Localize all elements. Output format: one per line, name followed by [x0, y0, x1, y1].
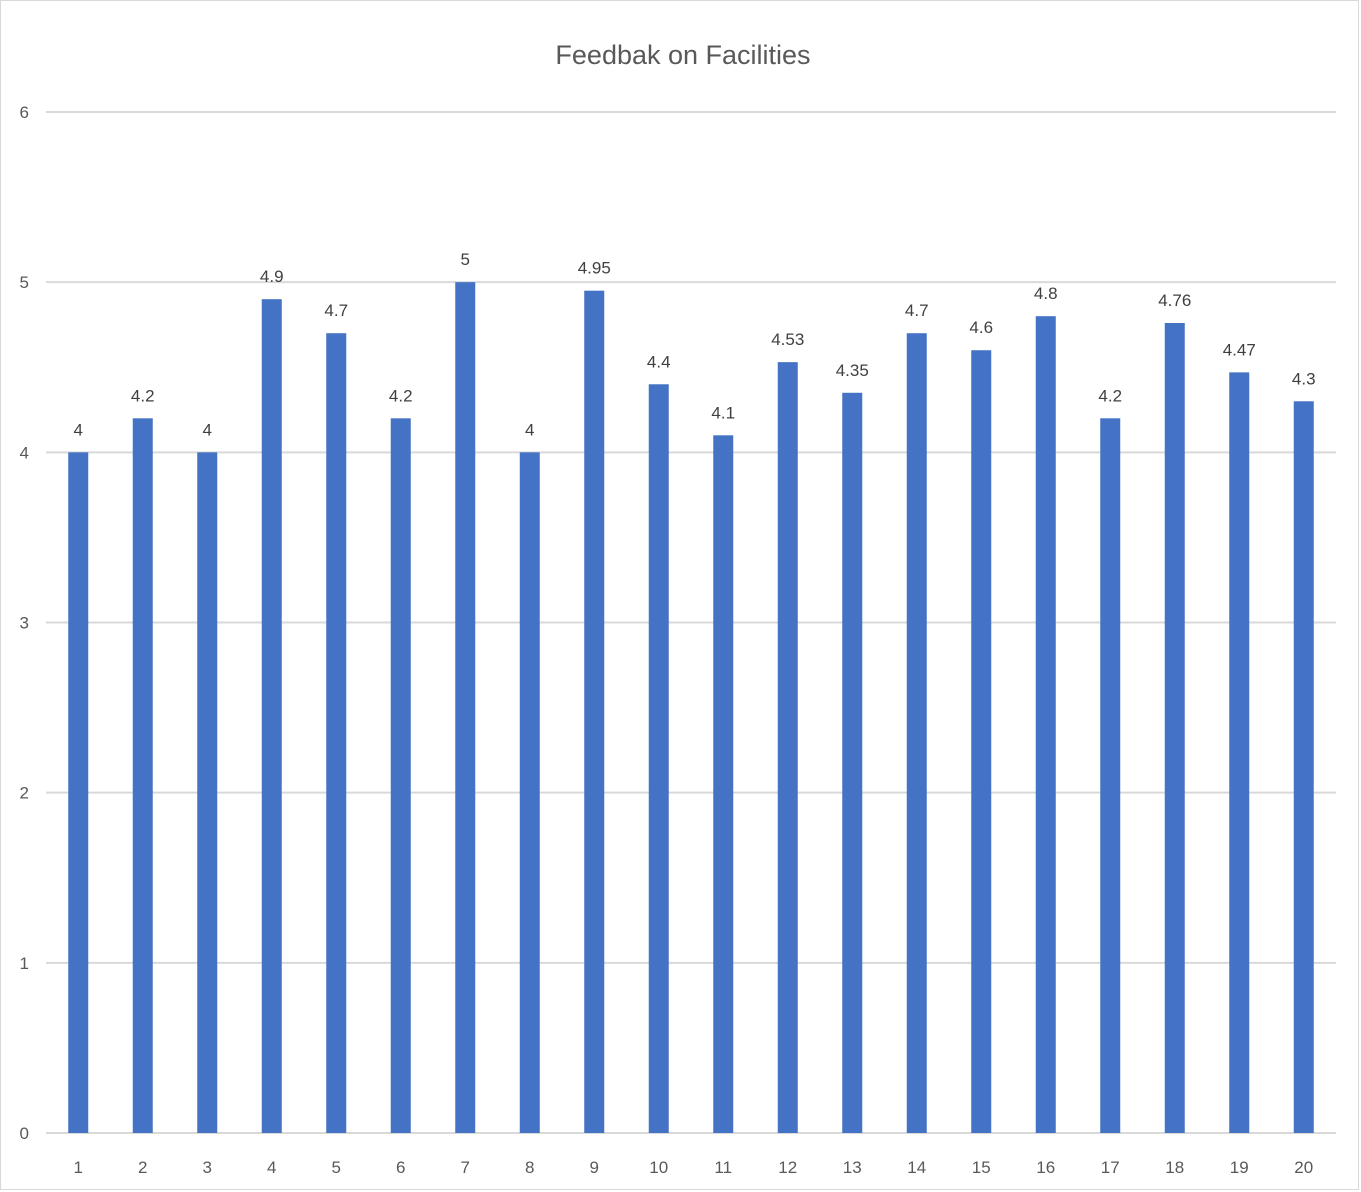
data-label: 4.7 [324, 301, 348, 320]
x-tick-label: 13 [843, 1158, 862, 1177]
chart-title: Feedbak on Facilities [555, 40, 810, 70]
bar [326, 333, 347, 1133]
data-label: 4.2 [131, 386, 155, 405]
data-label: 4.8 [1034, 284, 1058, 303]
bar [1293, 401, 1314, 1133]
bar [1164, 323, 1185, 1133]
bar [777, 362, 798, 1133]
x-tick-label: 7 [461, 1158, 470, 1177]
x-axis-ticks: 1 2 3 4 5 6 7 8 9 10 11 12 13 14 15 16 17 18 19 20 [74, 1158, 1314, 1177]
x-tick-label: 9 [590, 1158, 599, 1177]
x-tick-label: 8 [525, 1158, 534, 1177]
bar [68, 452, 89, 1133]
data-label: 4.76 [1158, 291, 1191, 310]
data-label: 4.2 [389, 386, 413, 405]
y-tick-label: 1 [20, 954, 29, 973]
x-tick-label: 15 [972, 1158, 991, 1177]
x-tick-label: 5 [332, 1158, 341, 1177]
x-tick-label: 2 [138, 1158, 147, 1177]
bar [390, 418, 411, 1133]
bar [1100, 418, 1121, 1133]
bar [842, 392, 863, 1133]
bar [648, 384, 669, 1133]
data-label: 4 [74, 420, 83, 439]
bars [68, 282, 1314, 1134]
x-tick-label: 6 [396, 1158, 405, 1177]
bar [1035, 316, 1056, 1133]
x-tick-label: 19 [1230, 1158, 1249, 1177]
y-tick-label: 2 [20, 784, 29, 803]
x-tick-label: 18 [1165, 1158, 1184, 1177]
y-tick-label: 6 [20, 103, 29, 122]
data-label: 4 [203, 420, 212, 439]
data-label: 4.3 [1292, 369, 1316, 388]
data-labels: 4 4.2 4 4.9 4.7 4.2 5 4 4.95 4.4 4.1 4.53 4.35 4.7 4.6… [74, 250, 1316, 439]
bar [132, 418, 153, 1133]
bar [1229, 372, 1250, 1134]
data-label: 4.47 [1223, 340, 1256, 359]
data-label: 4 [525, 420, 534, 439]
y-axis-ticks: 0 1 2 3 4 5 6 [20, 103, 29, 1143]
x-tick-label: 14 [907, 1158, 926, 1177]
data-label: 4.1 [711, 403, 735, 422]
x-tick-label: 11 [714, 1158, 732, 1177]
bar [519, 452, 540, 1133]
x-tick-label: 17 [1101, 1158, 1120, 1177]
data-label: 4.4 [647, 352, 671, 371]
data-label: 4.6 [969, 318, 993, 337]
data-label: 4.53 [771, 330, 804, 349]
x-tick-label: 4 [267, 1158, 276, 1177]
y-tick-label: 5 [20, 273, 29, 292]
gridlines [46, 111, 1336, 1134]
x-tick-label: 10 [649, 1158, 668, 1177]
y-tick-label: 4 [20, 443, 29, 462]
data-label: 4.9 [260, 267, 284, 286]
x-tick-label: 20 [1294, 1158, 1313, 1177]
y-tick-label: 0 [20, 1124, 29, 1143]
data-label: 4.95 [578, 259, 611, 278]
x-tick-label: 12 [778, 1158, 797, 1177]
bar [906, 333, 927, 1133]
data-label: 5 [461, 250, 470, 269]
data-label: 4.7 [905, 301, 929, 320]
data-label: 4.2 [1098, 386, 1122, 405]
bar [261, 299, 282, 1133]
x-tick-label: 3 [203, 1158, 212, 1177]
bar [455, 282, 476, 1134]
bar [971, 350, 992, 1133]
bar [584, 290, 605, 1133]
bar [713, 435, 734, 1134]
x-tick-label: 1 [74, 1158, 83, 1177]
x-tick-label: 16 [1036, 1158, 1055, 1177]
bar [197, 452, 218, 1133]
data-label: 4.35 [836, 361, 869, 380]
y-tick-label: 3 [20, 614, 29, 633]
